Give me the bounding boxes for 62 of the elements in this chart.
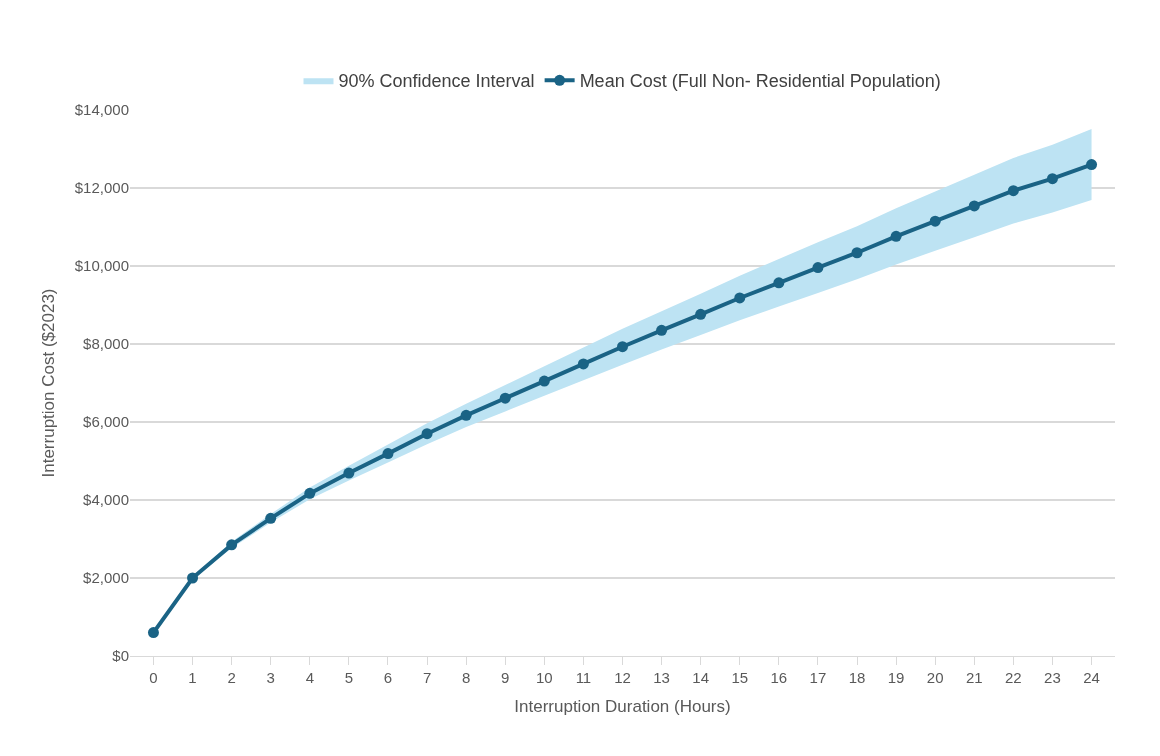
x-tick-label: 2: [227, 669, 236, 686]
y-tick-label: $10,000: [74, 257, 129, 275]
x-tick-label: 14: [692, 669, 710, 686]
point: [577, 358, 589, 370]
x-tick-label: 16: [770, 669, 788, 686]
x-tick-label: 19: [887, 669, 905, 686]
point: [812, 262, 824, 274]
point: [695, 308, 707, 320]
point: [734, 292, 746, 304]
point: [499, 392, 511, 404]
point: [656, 324, 668, 336]
x-tick-label: 12: [614, 669, 631, 686]
y-tick-label: $2,000: [83, 569, 129, 587]
x-tick-label: 18: [848, 669, 866, 686]
legend-label: Mean Cost (Full Non- Residential Population): [579, 71, 941, 92]
y-axis-title: Interruption Cost ($2023): [39, 288, 59, 478]
x-tick-label: 24: [1083, 669, 1100, 686]
x-tick-label: 15: [731, 669, 749, 686]
x-tick-label: 11: [575, 669, 592, 686]
x-axis-title: Interruption Duration (Hours): [514, 697, 731, 717]
x-tick-label: 22: [1005, 669, 1022, 686]
x-tick-label: 0: [149, 669, 158, 686]
x-tick-label: 20: [926, 669, 944, 686]
x-tick-label: 9: [501, 669, 510, 686]
x-tick-label: 17: [809, 669, 827, 686]
point: [890, 230, 902, 242]
x-tick-label: 3: [266, 669, 275, 686]
point: [460, 409, 472, 421]
x-tick-label: 1: [188, 669, 197, 686]
y-tick-label: $4,000: [83, 491, 129, 509]
point: [1046, 173, 1058, 185]
point: [265, 512, 277, 524]
x-tick-label: 13: [653, 669, 670, 686]
x-tick-label: 6: [383, 669, 393, 686]
point: [929, 215, 941, 227]
point: [617, 341, 628, 353]
y-tick-label: $0: [112, 647, 129, 665]
point: [421, 428, 433, 440]
point: [187, 572, 199, 584]
x-tick-label: 8: [461, 669, 471, 686]
y-tick-label: $6,000: [83, 413, 129, 431]
point: [851, 247, 863, 259]
x-tick-label: 21: [965, 669, 983, 686]
point: [304, 487, 316, 499]
point: [1086, 159, 1098, 171]
point: [147, 627, 159, 639]
point: [538, 375, 550, 387]
point: [226, 539, 238, 551]
y-tick-label: $8,000: [83, 335, 129, 353]
point: [773, 277, 785, 289]
x-tick-label: 10: [535, 669, 553, 686]
y-tick-label: $12,000: [74, 179, 129, 197]
x-tick-label: 23: [1044, 669, 1061, 686]
point: [1007, 185, 1019, 197]
x-tick-label: 7: [422, 669, 432, 686]
y-tick-label: $14,000: [74, 101, 129, 119]
point: [382, 448, 394, 460]
text: 90% Confidence Interval: [338, 71, 535, 92]
point: [968, 200, 980, 212]
x-tick-label: 4: [305, 669, 314, 686]
x-tick-label: 5: [344, 669, 354, 686]
point: [343, 467, 355, 479]
